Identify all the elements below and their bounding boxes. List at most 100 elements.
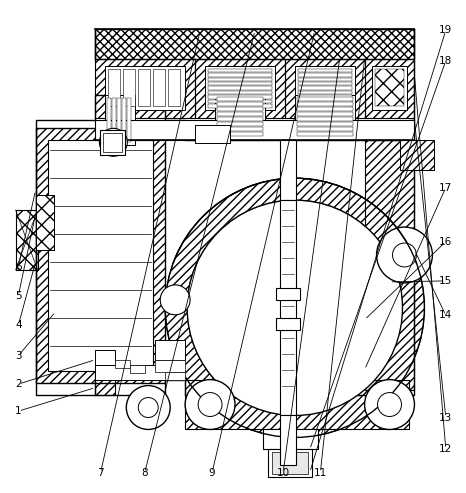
Text: 12: 12 <box>439 444 452 454</box>
Bar <box>96 29 414 59</box>
Bar <box>153 69 165 106</box>
Text: 11: 11 <box>314 467 327 478</box>
Bar <box>295 66 355 110</box>
Text: 14: 14 <box>439 310 452 320</box>
Bar <box>195 59 285 118</box>
Bar <box>208 77 272 81</box>
Wedge shape <box>165 178 425 437</box>
Bar <box>297 107 353 111</box>
Bar <box>208 100 272 104</box>
Circle shape <box>185 380 235 429</box>
Bar <box>285 59 364 118</box>
Bar <box>298 69 352 72</box>
Bar <box>35 128 165 383</box>
Bar <box>96 141 116 394</box>
Bar <box>217 132 263 136</box>
Bar <box>205 66 275 110</box>
Text: 6: 6 <box>15 262 21 272</box>
Text: 4: 4 <box>15 320 21 330</box>
Bar <box>138 69 150 106</box>
Bar <box>185 380 410 429</box>
Bar <box>100 130 125 155</box>
Bar <box>208 82 272 85</box>
Bar <box>105 66 185 110</box>
Bar <box>371 66 407 110</box>
Text: 18: 18 <box>439 56 452 66</box>
Text: 5: 5 <box>15 291 21 301</box>
Bar <box>217 98 263 101</box>
Bar <box>123 99 126 142</box>
Bar <box>297 132 353 136</box>
Bar <box>168 69 180 106</box>
Bar <box>35 195 54 250</box>
Bar <box>298 77 352 81</box>
Bar <box>268 450 312 477</box>
Bar <box>298 100 352 104</box>
Bar <box>297 117 353 121</box>
Circle shape <box>392 243 417 267</box>
Bar <box>297 103 353 106</box>
Circle shape <box>126 386 170 429</box>
Circle shape <box>198 392 222 417</box>
Text: 17: 17 <box>439 182 452 192</box>
Bar <box>298 105 352 108</box>
Bar <box>215 96 265 141</box>
Bar <box>96 29 414 59</box>
Bar <box>285 59 364 118</box>
Bar <box>364 141 414 389</box>
Bar <box>96 350 116 365</box>
Bar <box>109 69 120 106</box>
Bar <box>127 99 131 142</box>
Bar <box>297 127 353 131</box>
Bar <box>35 195 54 250</box>
Bar <box>364 59 414 118</box>
Bar <box>217 112 263 116</box>
Bar <box>96 120 414 141</box>
Bar <box>16 210 38 270</box>
Bar <box>155 340 185 360</box>
Bar <box>103 133 123 152</box>
Bar <box>185 380 410 429</box>
Bar <box>208 73 272 76</box>
Circle shape <box>99 128 127 156</box>
Bar <box>208 96 272 99</box>
Circle shape <box>377 392 402 417</box>
Bar <box>276 288 300 300</box>
Text: 9: 9 <box>209 467 215 478</box>
Text: 3: 3 <box>15 351 21 360</box>
Circle shape <box>138 397 158 418</box>
Bar <box>130 365 145 373</box>
Bar <box>208 86 272 90</box>
Bar <box>297 112 353 116</box>
Bar <box>263 429 318 450</box>
Bar <box>399 141 434 170</box>
Bar <box>217 107 263 111</box>
Bar <box>35 128 165 383</box>
Bar <box>48 141 153 371</box>
Bar <box>105 96 135 145</box>
Bar <box>295 96 355 141</box>
Bar <box>96 59 195 118</box>
Bar <box>298 96 352 99</box>
Bar <box>96 141 116 394</box>
Bar <box>165 372 185 380</box>
Circle shape <box>107 137 119 148</box>
Bar <box>280 416 296 465</box>
Text: 1: 1 <box>15 406 21 416</box>
Circle shape <box>160 285 190 315</box>
Circle shape <box>364 380 414 429</box>
Bar <box>217 117 263 121</box>
Text: 10: 10 <box>277 467 290 478</box>
Bar <box>107 99 111 142</box>
Bar <box>96 365 180 380</box>
Bar <box>375 69 404 106</box>
Bar <box>117 99 121 142</box>
Bar <box>195 125 230 143</box>
Bar <box>298 91 352 95</box>
Bar <box>364 59 414 118</box>
Bar <box>364 141 414 389</box>
Bar <box>297 122 353 126</box>
Bar <box>195 59 285 118</box>
Text: 19: 19 <box>439 25 452 35</box>
Bar <box>96 59 195 118</box>
